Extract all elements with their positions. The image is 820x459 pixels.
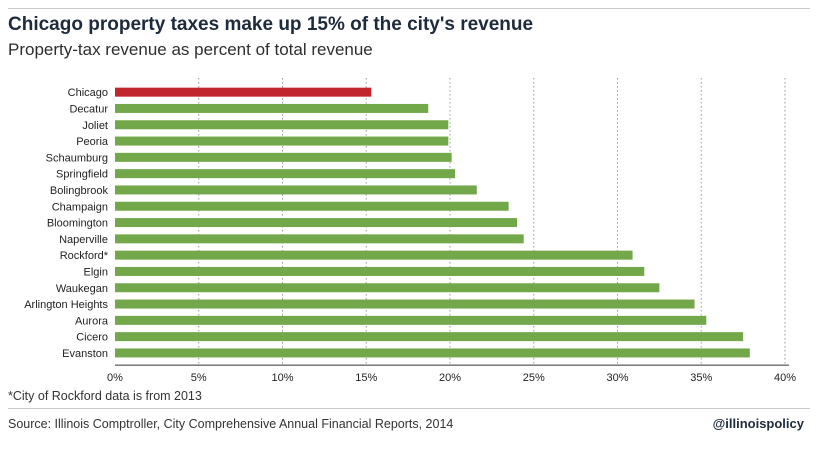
bar: [115, 283, 660, 293]
category-label: Champaign: [52, 201, 108, 213]
bars: [115, 87, 750, 358]
x-tick-label: 40%: [774, 372, 796, 383]
category-label: Waukegan: [56, 283, 108, 295]
bar: [115, 332, 744, 342]
x-axis: 0% 5% 10% 15% 20% 25% 30% 35% 40%: [107, 364, 796, 383]
x-tick-label: 35%: [690, 372, 712, 383]
bar: [115, 185, 477, 195]
category-label: Peoria: [76, 136, 109, 148]
x-tick-label: 5%: [191, 372, 207, 383]
chart-subtitle: Property-tax revenue as percent of total…: [8, 40, 373, 59]
bar: [115, 87, 372, 97]
top-rule: [8, 8, 810, 9]
bar: [115, 234, 524, 244]
category-label: Decatur: [69, 103, 108, 115]
category-label: Elgin: [84, 266, 108, 278]
category-label: Schaumburg: [46, 152, 108, 164]
bar: [115, 266, 645, 276]
twitter-handle: @illinoispolicy: [712, 416, 804, 431]
bottom-rule: [8, 408, 810, 409]
category-label: Cicero: [76, 332, 108, 344]
footnote: *City of Rockford data is from 2013: [8, 389, 202, 403]
bar: [115, 136, 449, 146]
category-label: Naperville: [59, 234, 108, 246]
bar: [115, 250, 633, 260]
category-labels: Chicago Decatur Joliet Peoria Schaumburg Spri…: [24, 87, 109, 360]
category-label: Joliet: [82, 120, 108, 132]
category-label: Aurora: [75, 315, 109, 327]
x-tick-label: 20%: [439, 372, 461, 383]
bar: [115, 103, 429, 113]
category-label: Springfield: [56, 169, 108, 181]
source-note: Source: Illinois Comptroller, City Compr…: [8, 417, 454, 431]
x-tick-label: 0%: [107, 372, 123, 383]
bar: [115, 315, 707, 325]
category-label: Bloomington: [47, 218, 108, 230]
bar: [115, 218, 517, 228]
x-tick-label: 25%: [523, 372, 545, 383]
x-tick-label: 10%: [271, 372, 293, 383]
x-tick-label: 15%: [355, 372, 377, 383]
bar: [115, 152, 452, 162]
category-label: Chicago: [68, 87, 108, 99]
chart-title: Chicago property taxes make up 15% of th…: [8, 14, 534, 35]
category-label: Bolingbrook: [50, 185, 109, 197]
bar: [115, 201, 509, 211]
bar: [115, 348, 750, 358]
bar: [115, 120, 449, 130]
category-label: Rockford*: [60, 250, 109, 262]
category-label: Arlington Heights: [24, 299, 108, 311]
bar-chart: Chicago Decatur Joliet Peoria Schaumburg Spri…: [24, 78, 796, 383]
category-label: Evanston: [62, 348, 108, 360]
x-tick-label: 30%: [606, 372, 628, 383]
bar: [115, 299, 695, 309]
bar: [115, 169, 456, 179]
